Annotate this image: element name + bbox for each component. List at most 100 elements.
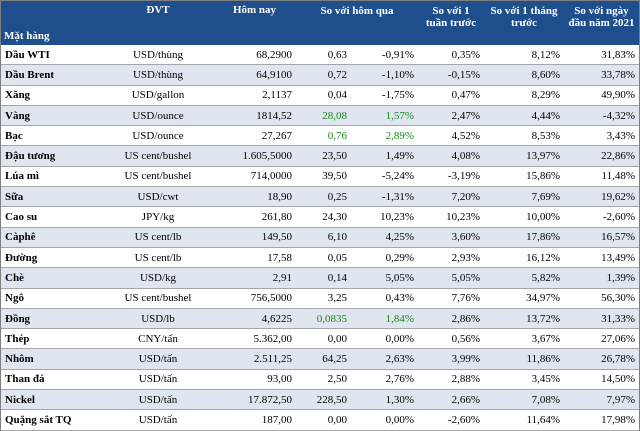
change-vs-week: 10,23% [418, 206, 484, 228]
change-vs-yesterday: 0,00 [296, 328, 351, 350]
change-vs-week: 0,35% [418, 45, 484, 66]
change-vs-yesterday: 28,08 [296, 105, 351, 127]
change-vs-yesterday: 24,30 [296, 206, 351, 228]
commodity-name: Chè [1, 267, 103, 289]
today-price: 18,90 [213, 186, 296, 208]
change-vs-month: 8,12% [484, 45, 564, 66]
today-price: 149,50 [213, 227, 296, 248]
table-row: Đậu tương US cent/bushel 1.605,5000 23,50 1,… [1, 145, 639, 167]
unit-cell: USD/ounce [103, 125, 213, 147]
unit-cell: US cent/bushel [103, 288, 213, 309]
change-vs-month: 5,82% [484, 267, 564, 289]
change-pct-vs-yesterday: -0,91% [351, 45, 418, 66]
today-price: 93,00 [213, 369, 296, 391]
header-commodity: Mặt hàng [1, 1, 103, 45]
commodity-name: Lúa mì [1, 166, 103, 188]
change-vs-year-start: -2,60% [564, 206, 639, 228]
today-price: 756,5000 [213, 288, 296, 309]
change-vs-year-start: 1,39% [564, 267, 639, 289]
change-vs-year-start: -4,32% [564, 105, 639, 127]
unit-cell: US cent/lb [103, 227, 213, 248]
table-row: Vàng USD/ounce 1814,52 28,08 1,57% 2,47% 4,44%… [1, 105, 639, 127]
change-vs-week: -3,19% [418, 166, 484, 188]
table-row: Xăng USD/gallon 2,1137 0,04 -1,75% 0,47% 8,29%… [1, 85, 639, 106]
change-vs-yesterday: 0,25 [296, 186, 351, 208]
change-vs-year-start: 19,62% [564, 186, 639, 208]
change-vs-month: 11,86% [484, 348, 564, 370]
header-vs-week: So với 1 tuần trước [418, 1, 484, 45]
change-vs-week: -0,15% [418, 64, 484, 86]
table-row: Ngô US cent/bushel 756,5000 3,25 0,43% 7,76% 3… [1, 288, 639, 309]
table-row: Chè USD/kg 2,91 0,14 5,05% 5,05% 5,82% 1,39% [1, 267, 639, 289]
change-vs-yesterday: 2,50 [296, 369, 351, 391]
today-price: 64,9100 [213, 64, 296, 86]
today-price: 1814,52 [213, 105, 296, 127]
today-price: 2.511,25 [213, 348, 296, 370]
change-vs-yesterday: 228,50 [296, 389, 351, 411]
change-pct-vs-yesterday: 0,29% [351, 247, 418, 269]
header-unit: ĐVT [103, 1, 213, 45]
change-pct-vs-yesterday: 5,05% [351, 267, 418, 289]
change-pct-vs-yesterday: 1,84% [351, 308, 418, 330]
change-vs-yesterday: 0,14 [296, 267, 351, 289]
change-pct-vs-yesterday: 0,00% [351, 328, 418, 350]
change-vs-year-start: 56,30% [564, 288, 639, 309]
commodity-name: Sữa [1, 186, 103, 208]
change-vs-week: 0,47% [418, 85, 484, 106]
today-price: 27,267 [213, 125, 296, 147]
unit-cell: USD/thùng [103, 45, 213, 66]
commodity-name: Càphê [1, 227, 103, 248]
change-vs-week: 5,05% [418, 267, 484, 289]
commodity-name: Ngô [1, 288, 103, 309]
unit-cell: USD/thùng [103, 64, 213, 86]
change-pct-vs-yesterday: -1,10% [351, 64, 418, 86]
change-vs-year-start: 14,50% [564, 369, 639, 391]
commodity-name: Bạc [1, 125, 103, 147]
unit-cell: JPY/kg [103, 206, 213, 228]
change-vs-year-start: 31,33% [564, 308, 639, 330]
change-pct-vs-yesterday: 4,25% [351, 227, 418, 248]
table-row: Dầu WTI USD/thùng 68,2900 0,63 -0,91% 0,35% 8,… [1, 45, 639, 66]
change-vs-year-start: 16,57% [564, 227, 639, 248]
unit-cell: USD/kg [103, 267, 213, 289]
change-pct-vs-yesterday: 1,57% [351, 105, 418, 127]
change-vs-yesterday: 64,25 [296, 348, 351, 370]
unit-cell: USD/tấn [103, 348, 213, 370]
table-header-row: Mặt hàng ĐVT Hôm nay So với hôm qua So v… [1, 1, 639, 45]
table-row: Nhôm USD/tấn 2.511,25 64,25 2,63% 3,99% 11,86%… [1, 348, 639, 370]
commodity-name: Dầu Brent [1, 64, 103, 86]
commodity-name: Đồng [1, 308, 103, 330]
change-vs-year-start: 26,78% [564, 348, 639, 370]
change-pct-vs-yesterday: -5,24% [351, 166, 418, 188]
change-vs-month: 8,60% [484, 64, 564, 86]
change-pct-vs-yesterday: 1,49% [351, 145, 418, 167]
change-vs-month: 7,08% [484, 389, 564, 411]
change-vs-yesterday: 39,50 [296, 166, 351, 188]
change-vs-year-start: 7,97% [564, 389, 639, 411]
change-vs-month: 8,29% [484, 85, 564, 106]
table-row: Quặng sắt TQ USD/tấn 187,00 0,00 0,00% -2,60%… [1, 409, 639, 431]
unit-cell: US cent/bushel [103, 166, 213, 188]
change-vs-week: 2,93% [418, 247, 484, 269]
today-price: 2,1137 [213, 85, 296, 106]
change-vs-year-start: 31,83% [564, 45, 639, 66]
change-vs-week: 4,52% [418, 125, 484, 147]
table-row: Lúa mì US cent/bushel 714,0000 39,50 -5,24% -… [1, 166, 639, 188]
table-body: Dầu WTI USD/thùng 68,2900 0,63 -0,91% 0,35% 8,… [1, 45, 639, 431]
table-row: Bạc USD/ounce 27,267 0,76 2,89% 4,52% 8,53% 3,4… [1, 125, 639, 147]
header-vs-yesterday: So với hôm qua [296, 1, 418, 45]
today-price: 2,91 [213, 267, 296, 289]
today-price: 4,6225 [213, 308, 296, 330]
change-vs-month: 17,86% [484, 227, 564, 248]
change-pct-vs-yesterday: 2,89% [351, 125, 418, 147]
change-pct-vs-yesterday: 10,23% [351, 206, 418, 228]
change-vs-month: 7,69% [484, 186, 564, 208]
commodity-name: Nickel [1, 389, 103, 411]
table-row: Than đá USD/tấn 93,00 2,50 2,76% 2,88% 3,45% 14… [1, 369, 639, 391]
change-vs-week: 2,88% [418, 369, 484, 391]
change-vs-yesterday: 0,04 [296, 85, 351, 106]
change-vs-month: 13,97% [484, 145, 564, 167]
commodity-name: Quặng sắt TQ [1, 409, 103, 431]
change-vs-week: 7,76% [418, 288, 484, 309]
change-vs-yesterday: 0,00 [296, 409, 351, 431]
